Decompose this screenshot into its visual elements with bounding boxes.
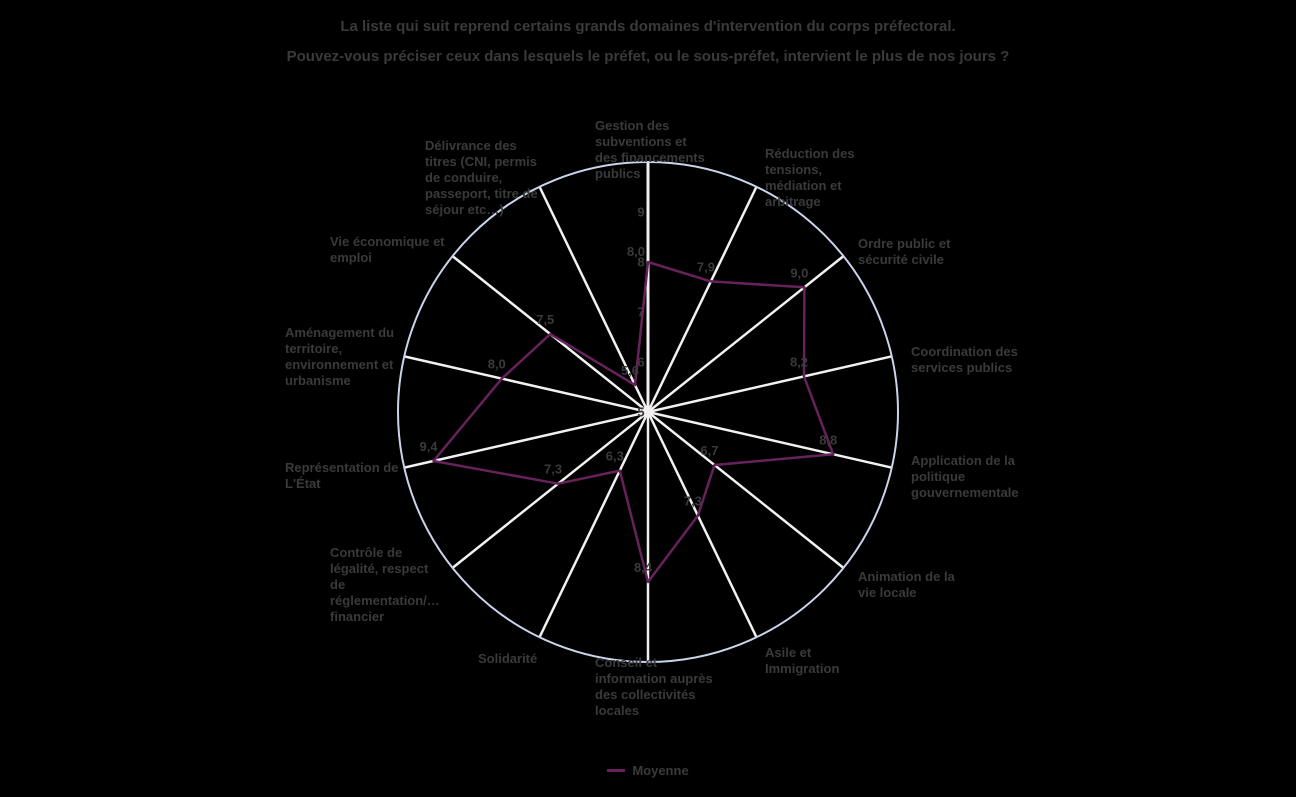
data-point-label: 5,6	[621, 363, 639, 378]
radar-spoke	[647, 411, 845, 569]
category-label: Asile et Immigration	[765, 645, 840, 676]
category-label: Délivrance des titres (CNI, permis de co…	[425, 138, 538, 217]
data-point-label: 7,5	[536, 312, 554, 327]
radar-spoke	[647, 410, 893, 469]
data-point-label: 8,2	[790, 354, 808, 369]
data-point-label: 7,9	[697, 259, 715, 274]
radar-spoke	[538, 411, 650, 638]
category-label: Réduction des tensions, médiation et arb…	[765, 146, 855, 209]
radar-tick-label: 7	[637, 305, 644, 320]
category-label: Aménagement du territoire, environnement…	[285, 325, 395, 388]
radar-spoke	[403, 410, 649, 469]
legend-label: Moyenne	[632, 762, 689, 778]
data-point-label: 6,7	[700, 443, 718, 458]
radar-spoke	[647, 355, 893, 414]
data-point-label: 8,0	[627, 244, 645, 259]
category-label: Animation de la vie locale	[858, 569, 955, 600]
radar-spoke	[403, 355, 649, 414]
chart-title: La liste qui suit reprend certains grand…	[0, 12, 1296, 72]
category-label: Contrôle de légalité, respect de régleme…	[330, 545, 440, 624]
radar-spoke	[538, 186, 650, 413]
radar-tick-label: 8	[637, 255, 644, 270]
radar-outer-circle	[397, 161, 899, 663]
category-label: Vie économique et emploi	[330, 234, 445, 265]
legend-line-icon	[607, 768, 626, 772]
data-point-label: 6,3	[606, 449, 624, 464]
legend: Moyenne	[0, 760, 1296, 780]
radar-series-polygon	[432, 260, 835, 584]
radar-tick-label: 9	[637, 205, 644, 220]
radar-spoke	[451, 411, 649, 569]
data-point-label: 9,0	[790, 265, 808, 280]
radar-spoke	[647, 255, 845, 413]
category-label: Solidarité	[478, 651, 538, 666]
chart-title-line-2: Pouvez-vous préciser ceux dans lesquels …	[286, 48, 1010, 65]
data-point-label: 7,3	[544, 462, 562, 477]
category-label: Conseil et information auprès des collec…	[595, 655, 713, 718]
radar-spoke	[646, 411, 758, 638]
radar-tick-label: 6	[637, 355, 644, 370]
radar-spoke	[646, 186, 758, 413]
chart-title-line-1: La liste qui suit reprend certains grand…	[340, 18, 956, 35]
category-label: Gestion des subventions et des financeme…	[595, 118, 705, 181]
category-label: Application de la politique gouvernement…	[911, 453, 1019, 500]
data-point-label: 7,3	[684, 494, 702, 509]
category-label: Coordination des services publics	[911, 344, 1018, 375]
data-point-label: 8,0	[488, 357, 506, 372]
radar-tick-label: 5	[637, 405, 644, 420]
category-label: Ordre public et sécurité civile	[858, 236, 951, 267]
category-label: Représentation de L'État	[285, 460, 399, 491]
data-point-label: 8,4	[634, 560, 653, 575]
data-point-label: 9,4	[419, 439, 438, 454]
data-point-label: 8,8	[819, 432, 837, 447]
